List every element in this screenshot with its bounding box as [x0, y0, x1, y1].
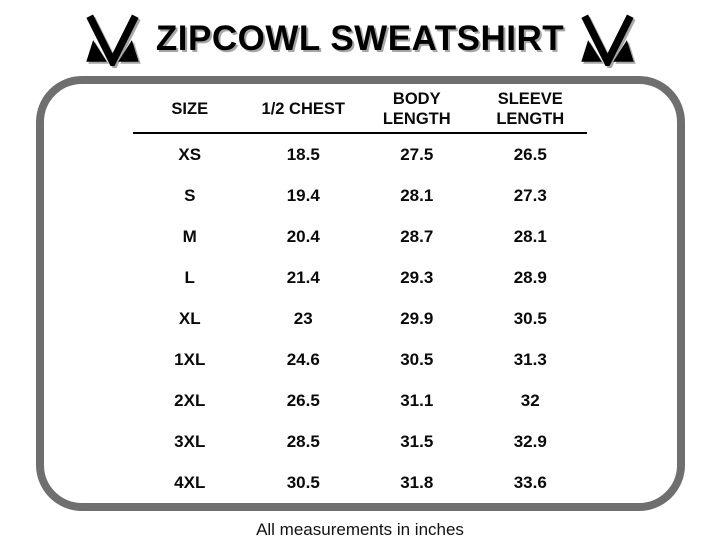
column-header-line: SIZE [171, 99, 209, 118]
sleeve-length-cell: 33.6 [513, 472, 547, 492]
half-chest-cell: 24.6 [286, 349, 320, 369]
body-length-cell: 30.5 [400, 349, 434, 369]
body-length-cell: 31.8 [400, 472, 434, 492]
half-chest-cell: 20.4 [286, 226, 320, 246]
sleeve-length-cell: 28.9 [513, 267, 547, 287]
body-length-cell: 27.5 [400, 144, 434, 164]
size-cell: M [182, 226, 197, 246]
half-chest-cell: 23 [293, 308, 313, 328]
brand-monogram-icon [579, 12, 636, 66]
body-length-cell: 28.1 [400, 185, 434, 205]
table-row: 3XL 28.5 31.5 32.9 [133, 421, 587, 462]
table-row: 2XL 26.5 31.1 32 [133, 380, 587, 421]
table-header-row: SIZE 1/2 CHEST BODY LENGTH SLEEVE LENGTH [133, 87, 587, 134]
sleeve-length-cell: 28.1 [513, 226, 547, 246]
header: ZIPCOWL SWEATSHIRT [0, 0, 720, 74]
size-cell: 4XL [174, 472, 206, 492]
body-length-cell: 28.7 [400, 226, 434, 246]
table-row: 4XL 30.5 31.8 33.6 [133, 462, 587, 503]
sleeve-length-cell: 27.3 [513, 185, 547, 205]
sleeve-length-cell: 32.9 [513, 431, 547, 451]
table-row: M 20.4 28.7 28.1 [133, 216, 587, 257]
size-cell: S [184, 185, 196, 205]
size-table: SIZE 1/2 CHEST BODY LENGTH SLEEVE LENGTH… [133, 87, 587, 503]
half-chest-cell: 21.4 [286, 267, 320, 287]
size-cell: 1XL [174, 349, 206, 369]
page-title: ZIPCOWL SWEATSHIRT [155, 19, 565, 58]
body-length-cell: 29.3 [400, 267, 434, 287]
body-length-cell: 31.5 [400, 431, 434, 451]
table-row: XL 23 29.9 30.5 [133, 298, 587, 339]
table-row: 1XL 24.6 30.5 31.3 [133, 339, 587, 380]
column-header-half-chest: 1/2 CHEST [247, 87, 361, 132]
column-header-body-length: BODY LENGTH [360, 87, 474, 132]
column-header-line: BODY [392, 89, 441, 108]
column-header-line: SLEEVE [497, 89, 563, 108]
column-header-sleeve-length: SLEEVE LENGTH [474, 87, 588, 132]
column-header-size: SIZE [133, 87, 247, 132]
table-row: L 21.4 29.3 28.9 [133, 257, 587, 298]
brand-monogram-icon [84, 12, 141, 66]
size-cell: XS [178, 144, 202, 164]
half-chest-cell: 30.5 [286, 472, 320, 492]
column-header-line: 1/2 CHEST [261, 99, 345, 118]
half-chest-cell: 28.5 [286, 431, 320, 451]
table-row: XS 18.5 27.5 26.5 [133, 134, 587, 175]
size-cell: 2XL [174, 390, 206, 410]
half-chest-cell: 26.5 [286, 390, 320, 410]
size-cell: L [184, 267, 195, 287]
size-cell: 3XL [174, 431, 206, 451]
size-chart-panel: SIZE 1/2 CHEST BODY LENGTH SLEEVE LENGTH… [35, 76, 685, 511]
column-header-line: LENGTH [496, 109, 565, 128]
size-cell: XL [178, 308, 201, 328]
half-chest-cell: 18.5 [286, 144, 320, 164]
body-length-cell: 31.1 [400, 390, 434, 410]
table-body: XS 18.5 27.5 26.5 S 19.4 28.1 27.3 M 20.… [133, 134, 587, 503]
sleeve-length-cell: 26.5 [513, 144, 547, 164]
table-row: S 19.4 28.1 27.3 [133, 175, 587, 216]
half-chest-cell: 19.4 [286, 185, 320, 205]
footer-note: All measurements in inches [256, 520, 464, 539]
sleeve-length-cell: 30.5 [513, 308, 547, 328]
sleeve-length-cell: 32 [520, 390, 540, 410]
sleeve-length-cell: 31.3 [513, 349, 547, 369]
column-header-line: LENGTH [382, 109, 451, 128]
body-length-cell: 29.9 [400, 308, 434, 328]
